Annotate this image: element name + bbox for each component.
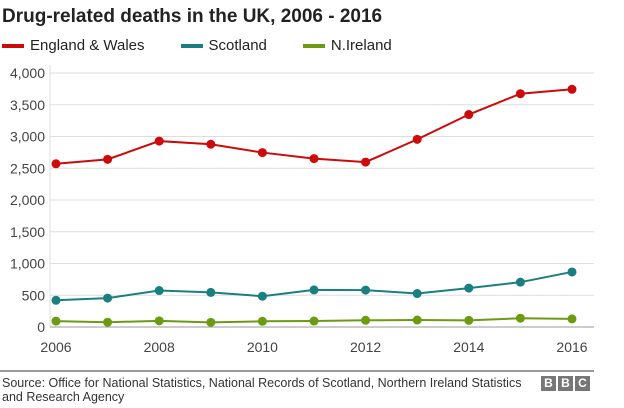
data-point [309, 316, 319, 326]
chart-title: Drug-related deaths in the UK, 2006 - 20… [2, 6, 383, 27]
data-point [515, 89, 525, 99]
x-tick-label: 2016 [556, 339, 587, 355]
data-point [51, 295, 61, 305]
y-tick-label: 3,000 [10, 129, 45, 145]
data-point [51, 316, 61, 326]
data-point [412, 315, 422, 325]
data-point [464, 283, 474, 293]
source-note: Source: Office for National Statistics, … [2, 376, 522, 404]
data-point [206, 287, 216, 297]
legend-label: N.Ireland [330, 37, 392, 54]
legend-label: England & Wales [30, 37, 145, 54]
data-point [515, 277, 525, 287]
data-point [567, 314, 577, 324]
data-point [361, 285, 371, 295]
x-tick-label: 2006 [40, 339, 71, 355]
legend: England & Wales Scotland N.Ireland [2, 37, 428, 54]
data-point [51, 159, 61, 169]
y-tick-label: 1,000 [10, 256, 45, 272]
legend-swatch [2, 43, 24, 48]
y-tick-label: 0 [37, 319, 45, 335]
legend-item-n-ireland: N.Ireland [302, 37, 392, 54]
series-line [55, 88, 573, 165]
data-point [567, 267, 577, 277]
data-point [361, 157, 371, 167]
data-point [154, 136, 164, 146]
data-point [257, 291, 267, 301]
y-tick-label: 2,500 [10, 160, 45, 176]
x-tick-label: 2014 [453, 339, 484, 355]
data-point [103, 293, 113, 303]
legend-swatch [302, 43, 325, 48]
data-point [257, 316, 267, 326]
y-tick-label: 2,000 [10, 192, 45, 208]
legend-item-scotland: Scotland [180, 37, 267, 54]
x-tick-label: 2012 [350, 339, 381, 355]
data-point [154, 286, 164, 296]
data-point [257, 148, 267, 158]
data-point [412, 134, 422, 144]
legend-swatch [180, 43, 203, 48]
data-point [464, 315, 474, 325]
y-tick-label: 3,500 [10, 97, 45, 113]
y-tick-label: 500 [22, 287, 46, 303]
x-tick-label: 2010 [247, 339, 278, 355]
legend-item-england-wales: England & Wales [2, 37, 145, 54]
data-point [103, 317, 113, 327]
data-point [309, 154, 319, 164]
data-point [154, 316, 164, 326]
legend-label: Scotland [208, 37, 267, 54]
y-tick-label: 4,000 [10, 65, 45, 81]
x-tick-label: 2008 [144, 339, 175, 355]
data-point [464, 110, 474, 120]
data-point [361, 315, 371, 325]
data-point [567, 84, 577, 94]
y-tick-label: 1,500 [10, 224, 45, 240]
data-point [103, 154, 113, 164]
data-point [206, 317, 216, 327]
data-point [206, 139, 216, 149]
data-point [515, 313, 525, 323]
data-point [412, 289, 422, 299]
data-point [309, 285, 319, 295]
